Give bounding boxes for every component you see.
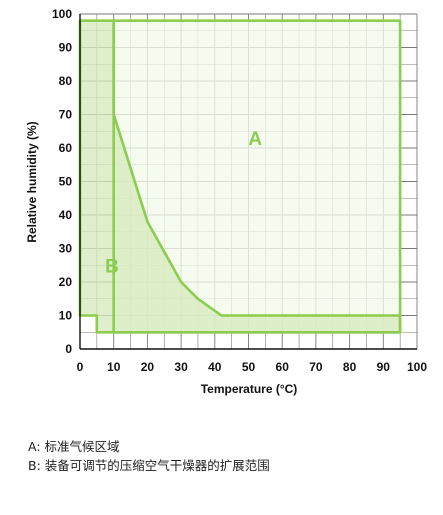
y-tick-label: 100 [52,7,72,21]
region-label-b: B [105,256,119,277]
x-tick-label: 90 [377,360,391,374]
legend-item-b: B: 装备可调节的压缩空气干燥器的扩展范围 [28,458,270,473]
y-tick-label: 60 [59,141,73,155]
y-tick-labels: 0 10 20 30 40 50 60 70 80 90 100 [52,7,72,356]
y-tick-label: 20 [59,275,73,289]
y-tick-label: 90 [59,41,73,55]
y-tick-label: 50 [59,175,73,189]
x-tick-label: 40 [208,360,222,374]
x-tick-labels: 0 10 20 30 40 50 60 70 80 90 100 [77,360,428,374]
x-tick-label: 0 [77,360,84,374]
y-tick-label: 30 [59,242,73,256]
legend-item-a: A: 标准气候区域 [28,439,120,454]
y-tick-label: 0 [65,342,72,356]
x-tick-label: 50 [242,360,256,374]
x-tick-label: 70 [309,360,323,374]
x-axis-title: Temperature (°C) [201,382,298,396]
x-tick-label: 100 [407,360,427,374]
x-tick-label: 30 [174,360,188,374]
y-tick-label: 70 [59,108,73,122]
region-b-fill [80,20,401,333]
x-tick-label: 10 [107,360,121,374]
humidity-temperature-chart: 0 10 20 30 40 50 60 70 80 90 100 0 10 20 30 40 50 60 70 80… [25,7,428,396]
region-a-fill [113,20,401,333]
region-labels: AB [105,129,262,277]
regions [78,19,402,334]
region-label-a: A [248,129,262,150]
region-b-outline [78,19,402,334]
x-tick-label: 20 [141,360,155,374]
y-tick-label: 10 [59,309,73,323]
axes [79,14,417,350]
y-tick-label: 80 [59,74,73,88]
y-axis-title: Relative humidity (%) [25,121,39,242]
legend: A: 标准气候区域 B: 装备可调节的压缩空气干燥器的扩展范围 [28,437,270,475]
y-tick-label: 40 [59,208,73,222]
x-tick-label: 80 [343,360,357,374]
x-tick-label: 60 [276,360,290,374]
